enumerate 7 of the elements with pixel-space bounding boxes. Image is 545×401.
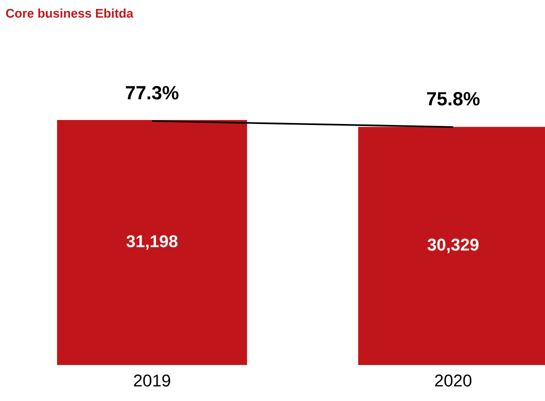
data-label: 31,198: [126, 235, 178, 250]
chart-title: Core business Ebitda: [6, 8, 134, 18]
data-label: 77.3%: [126, 86, 178, 100]
data-label: 30,329: [428, 238, 479, 254]
x-tick-label: 2019: [134, 374, 170, 387]
x-tick-label: 2020: [435, 374, 472, 387]
data-label: 75.8%: [427, 92, 480, 106]
